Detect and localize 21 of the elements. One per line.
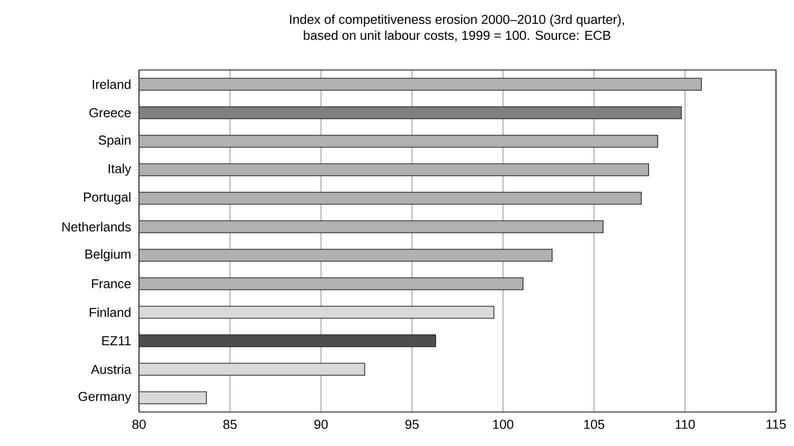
y-tick-label: Portugal: [84, 192, 130, 204]
y-tick-label: Finland: [90, 307, 130, 317]
x-tick-label: 105: [584, 420, 604, 429]
y-tick-label: Spain: [98, 135, 130, 148]
y-tick-label: France: [92, 279, 131, 288]
y-tick-label: EZ11: [102, 336, 131, 346]
y-tick-label: Netherlands: [62, 222, 131, 232]
y-tick-label: Belgium: [86, 249, 130, 262]
y-tick-label: Germany: [78, 392, 132, 404]
y-tick-label: Greece: [89, 108, 131, 118]
x-tick-label: 115: [766, 420, 786, 429]
y-tick-label: Italy: [108, 164, 132, 176]
x-tick-label: 110: [676, 420, 695, 429]
x-tick-label: 95: [405, 420, 419, 429]
x-tick-label: 90: [314, 420, 328, 429]
y-tick-label: Ireland: [92, 79, 130, 89]
x-tick-label: 80: [132, 420, 146, 429]
x-tick-label: 100: [493, 420, 514, 429]
y-tick-label: Austria: [90, 364, 132, 374]
x-tick-label: 85: [223, 420, 237, 429]
chart-title: Index of competitiveness erosion 2000–2010 (3rd quarter), based on unit labour costs, 1999 = 100. Source: ECB: [290, 14, 624, 42]
